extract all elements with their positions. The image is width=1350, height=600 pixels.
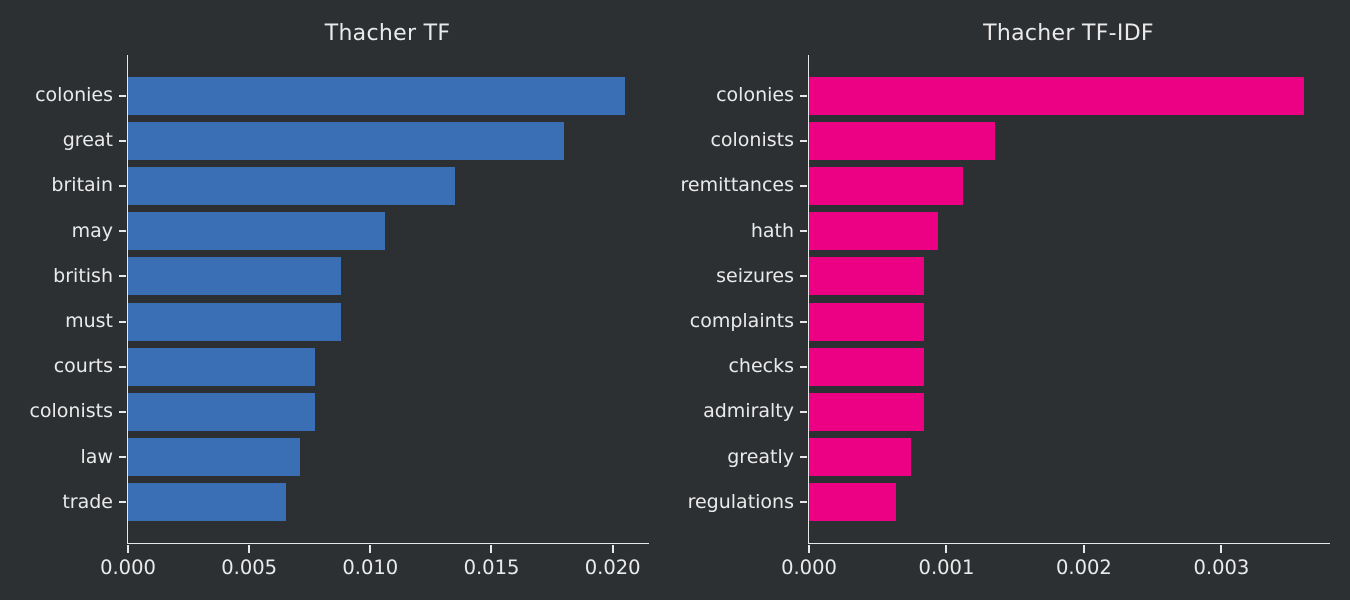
bar-admiralty — [809, 392, 925, 431]
x-tick-label: 0.010 — [342, 556, 399, 579]
chart-thacher-tf: Thacher TF colonies great britain may britis… — [29, 21, 649, 579]
y-tick-label-remittances: remittances — [680, 174, 795, 197]
y-tick-mark — [119, 410, 126, 413]
chart-title: Thacher TF-IDF — [983, 21, 1154, 46]
bar-law — [128, 438, 301, 477]
x-tick-label: 0.020 — [584, 556, 641, 579]
bar-colonies — [128, 76, 625, 115]
y-tick-mark — [119, 230, 126, 233]
y-tick-mark — [119, 275, 126, 278]
y-tick-mark — [119, 501, 126, 504]
x-tick-label: 0.001 — [918, 556, 975, 579]
y-tick-label-law: law — [80, 445, 113, 468]
y-tick-mark — [119, 320, 126, 323]
y-tick-label-seizures: seizures — [716, 264, 794, 287]
bar-colonists — [128, 392, 315, 431]
y-tick-mark — [800, 94, 807, 97]
x-tick-mark — [808, 545, 810, 553]
y-tick-label-complaints: complaints — [689, 310, 794, 332]
y-tick-mark — [800, 456, 807, 459]
bar-british — [128, 257, 342, 296]
y-tick-label-colonies: colonies — [716, 84, 794, 106]
plot-area: colonies great britain may british must courts… — [29, 55, 649, 579]
y-tick-label-britain: britain — [51, 174, 113, 197]
y-tick-mark — [119, 139, 126, 142]
y-tick-label-colonists: colonists — [29, 400, 113, 423]
bar-trade — [128, 483, 286, 522]
y-tick-label-may: may — [71, 219, 113, 242]
x-tick-label: 0.002 — [1056, 556, 1112, 579]
x-tick-mark — [127, 545, 129, 553]
y-tick-label-british: british — [53, 264, 113, 287]
chart-title: Thacher TF — [324, 21, 451, 46]
plot-area: colonies colonists remittances hath seizures… — [681, 55, 1330, 579]
bar-remittances — [809, 166, 963, 205]
bar-regulations — [809, 483, 896, 522]
x-tick-mark — [490, 545, 493, 553]
y-tick-mark — [119, 94, 126, 97]
chart-thacher-tf-idf: Thacher TF-IDF colonies colonists remittan… — [675, 0, 1350, 600]
x-tick-label: 0.000 — [781, 556, 837, 579]
y-tick-mark — [119, 365, 126, 368]
bar-britain — [128, 166, 456, 205]
bar-greatly — [809, 438, 911, 477]
bar-seizures — [809, 257, 925, 296]
y-tick-label-admiralty: admiralty — [703, 400, 794, 423]
bar-hath — [809, 212, 939, 251]
bar-checks — [809, 347, 925, 386]
bar-complaints — [809, 302, 925, 341]
bar-may — [128, 212, 385, 251]
y-tick-mark — [800, 275, 807, 278]
y-tick-mark — [800, 184, 807, 187]
y-tick-mark — [119, 456, 126, 459]
y-tick-mark — [800, 410, 807, 413]
y-tick-label-greatly: greatly — [727, 445, 794, 468]
y-tick-mark — [800, 230, 807, 233]
bar-great — [128, 121, 565, 160]
y-tick-label-must: must — [65, 310, 113, 332]
y-tick-label-checks: checks — [728, 355, 794, 378]
y-tick-mark — [800, 139, 807, 142]
x-tick-label: 0.005 — [221, 556, 278, 579]
x-tick-mark — [248, 545, 251, 553]
x-tick-label: 0.000 — [100, 556, 156, 579]
bar-must — [128, 302, 342, 341]
y-tick-mark — [800, 365, 807, 368]
y-tick-mark — [800, 320, 807, 323]
y-tick-label-great: great — [62, 129, 113, 152]
x-tick-label: 0.003 — [1193, 556, 1250, 579]
y-tick-mark — [119, 184, 126, 187]
bar-colonies — [809, 76, 1304, 115]
bar-courts — [128, 347, 315, 386]
x-tick-label: 0.015 — [463, 556, 520, 579]
y-tick-label-colonies: colonies — [35, 84, 113, 106]
y-tick-label-hath: hath — [750, 219, 794, 242]
bar-colonists — [809, 121, 995, 160]
y-tick-label-regulations: regulations — [687, 490, 794, 513]
x-tick-mark — [611, 545, 614, 553]
y-tick-label-courts: courts — [53, 355, 113, 378]
x-tick-mark — [369, 545, 372, 553]
y-tick-mark — [800, 501, 807, 504]
y-tick-label-trade: trade — [62, 490, 113, 513]
x-tick-mark — [1082, 545, 1085, 553]
x-tick-mark — [945, 545, 948, 553]
y-tick-label-colonists: colonists — [710, 129, 794, 152]
x-tick-mark — [1220, 545, 1223, 553]
